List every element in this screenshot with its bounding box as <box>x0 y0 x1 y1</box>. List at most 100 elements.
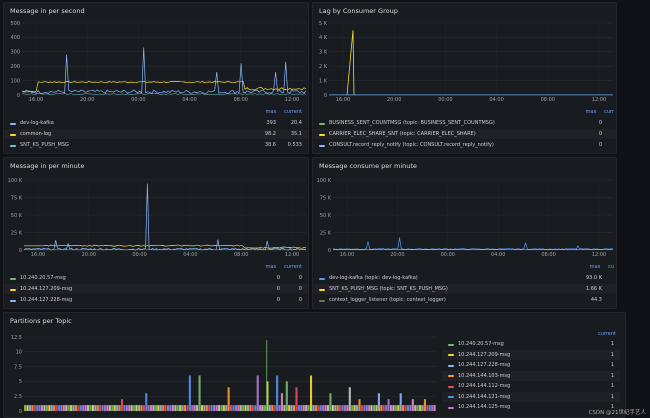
x-tick-label: 00:00 <box>441 252 455 258</box>
partition-bar <box>409 405 412 411</box>
legend: max curr BUSINESS_SENT_COUNTMSG (topic: … <box>313 109 616 153</box>
legend-row[interactable]: 10.244.144.112-msg 1 <box>442 381 620 391</box>
legend-row[interactable]: dev-log-kafka (topic: dev-log-kafka) 93.… <box>313 273 616 283</box>
legend-header-current[interactable]: curr <box>604 109 614 115</box>
partition-bar <box>55 405 58 411</box>
series-name: 10.244.127.228-msg <box>458 362 511 368</box>
partition-bar <box>28 405 31 411</box>
partition-bar <box>356 405 359 411</box>
legend-header-current[interactable]: current <box>283 264 302 270</box>
y-tick-label: 0 <box>324 93 327 99</box>
partition-bar <box>392 405 395 411</box>
legend-row[interactable]: 10.244.127.228-msg 1 <box>442 360 620 370</box>
y-tick-label: 5 <box>19 379 22 385</box>
legend-row[interactable]: 10.244.144.121-msg 1 <box>442 391 620 402</box>
y-tick-label: 25 K <box>11 230 23 236</box>
partition-bar <box>108 405 111 411</box>
partition-bar <box>375 405 378 411</box>
partition-bar <box>234 405 237 411</box>
legend-row[interactable]: SNT_KS_PUSH_MSG 38.6 0.533 <box>4 140 308 150</box>
partition-bar <box>225 405 228 411</box>
legend-row[interactable]: 10.244.127.209-msg 1 <box>442 349 620 360</box>
partition-bar <box>48 405 51 411</box>
legend-header-current[interactable]: cu <box>608 264 614 270</box>
partition-bar <box>276 375 279 411</box>
y-tick-label: 5 K <box>319 21 328 27</box>
partition-bar <box>150 405 153 411</box>
series-name: 10.244.127.209-msg <box>458 351 511 358</box>
panel-title: Message consume per minute <box>319 162 417 170</box>
legend-header-max[interactable]: max <box>265 109 277 115</box>
legend-row[interactable]: 10.244.127.228-msg 0 0 <box>4 295 308 305</box>
chart-partitions-per-topic: 12.5 10 7.5 5 2.5 0 <box>11 335 436 415</box>
legend-header-current[interactable]: current <box>283 109 302 115</box>
partition-bar <box>101 405 104 411</box>
series-10-244-127-228 <box>23 183 307 251</box>
y-tick-label: 100 <box>10 78 20 84</box>
legend-row[interactable]: common-log 98.2 35.1 <box>4 129 308 139</box>
legend-row[interactable]: 10.240.20.57-msg 1 <box>442 339 620 349</box>
legend-row[interactable]: BUSINESS_SENT_COUNTMSG (topic: BUSINESS_… <box>313 118 616 128</box>
series-name: CARRIER_ELEC_SHARE_SNT (topic: CARRIER_E… <box>329 131 476 137</box>
partition-bar <box>370 405 373 411</box>
partition-bar <box>205 405 208 411</box>
legend-row[interactable]: CARRIER_ELEC_SHARE_SNT (topic: CARRIER_E… <box>313 129 616 139</box>
series-name: common-log <box>20 131 52 137</box>
legend-row[interactable]: CONSULT.record_reply_notify (topic: CONS… <box>313 140 616 150</box>
partition-bar <box>426 405 429 411</box>
partition-bar <box>419 405 422 411</box>
partition-bar <box>416 405 419 411</box>
series-current: 1 <box>610 383 614 389</box>
partition-bar <box>106 405 109 411</box>
series-dev-log-kafka <box>333 237 614 250</box>
partition-bar <box>147 405 150 411</box>
series-current: 35.1 <box>290 131 302 137</box>
x-tick-label: 00:00 <box>131 97 145 103</box>
legend-row[interactable]: dev-log-kafka 393 20.4 <box>4 118 308 128</box>
y-tick-label: 50 K <box>320 213 332 219</box>
partition-bar <box>397 405 400 411</box>
partition-bar <box>363 405 366 411</box>
partition-bar <box>164 405 167 411</box>
legend-row[interactable]: 10.240.20.57-msg 0 0 <box>4 273 308 283</box>
partition-bar <box>227 387 230 411</box>
chart-message-consume-per-minute: 100 K 75 K 50 K 25 K 0 16:00 20:00 00:00 04:00 08… <box>317 178 614 258</box>
partition-bar <box>232 405 235 411</box>
partition-bar <box>242 405 245 411</box>
legend-row[interactable]: 10.244.144.125-msg 1 <box>442 402 620 412</box>
legend-row[interactable]: context_logger_listener (topic: context_… <box>313 295 616 305</box>
legend-header-max[interactable]: max <box>589 264 601 270</box>
series-max: 1.66 K <box>585 286 602 292</box>
series-swatch <box>10 299 16 302</box>
partition-bar <box>50 405 53 411</box>
partition-bar <box>145 393 148 411</box>
legend-row[interactable]: 10.244.127.209-msg 0 0 <box>4 284 308 294</box>
series-name: 10.244.127.209-msg <box>20 286 73 292</box>
partition-bar <box>72 405 75 411</box>
partition-bar <box>33 405 36 411</box>
series-current: 20.4 <box>290 120 302 126</box>
legend: current 10.240.20.57-msg 1 10.244.127.209-… <box>442 331 620 417</box>
legend-header-max[interactable]: max <box>265 264 277 270</box>
x-tick-label: 12:00 <box>285 97 299 103</box>
panel-title: Message in per minute <box>10 162 85 170</box>
series-max: 44.3 <box>590 297 602 303</box>
legend-row[interactable]: 10.244.144.103-msg 1 <box>442 370 620 381</box>
partition-bar <box>358 399 361 411</box>
partition-bar <box>118 405 121 411</box>
panel-title: Lag by Consumer Group <box>319 7 398 15</box>
series-current: 0.533 <box>287 142 302 148</box>
partition-bar <box>254 405 257 411</box>
y-tick-label: 50 K <box>11 213 23 219</box>
x-tick-label: 04:00 <box>182 97 196 103</box>
partition-bar <box>159 405 162 411</box>
series-name: 10.244.144.121-msg <box>458 393 511 400</box>
partition-bar <box>176 405 179 411</box>
chart-message-in-per-second: 500 400 300 200 100 0 16:00 20:00 00:00 04:00 08:0… <box>10 21 307 103</box>
partition-bar <box>217 405 221 411</box>
legend-header-current[interactable]: current <box>597 331 616 337</box>
partition-bar <box>387 399 390 411</box>
legend-row[interactable]: SNT_KS_PUSH_MSG (topic: SNT_KS_PUSH_MSG)… <box>313 284 616 294</box>
x-tick-label: 00:00 <box>132 252 146 258</box>
legend-header-max[interactable]: max <box>585 109 597 115</box>
